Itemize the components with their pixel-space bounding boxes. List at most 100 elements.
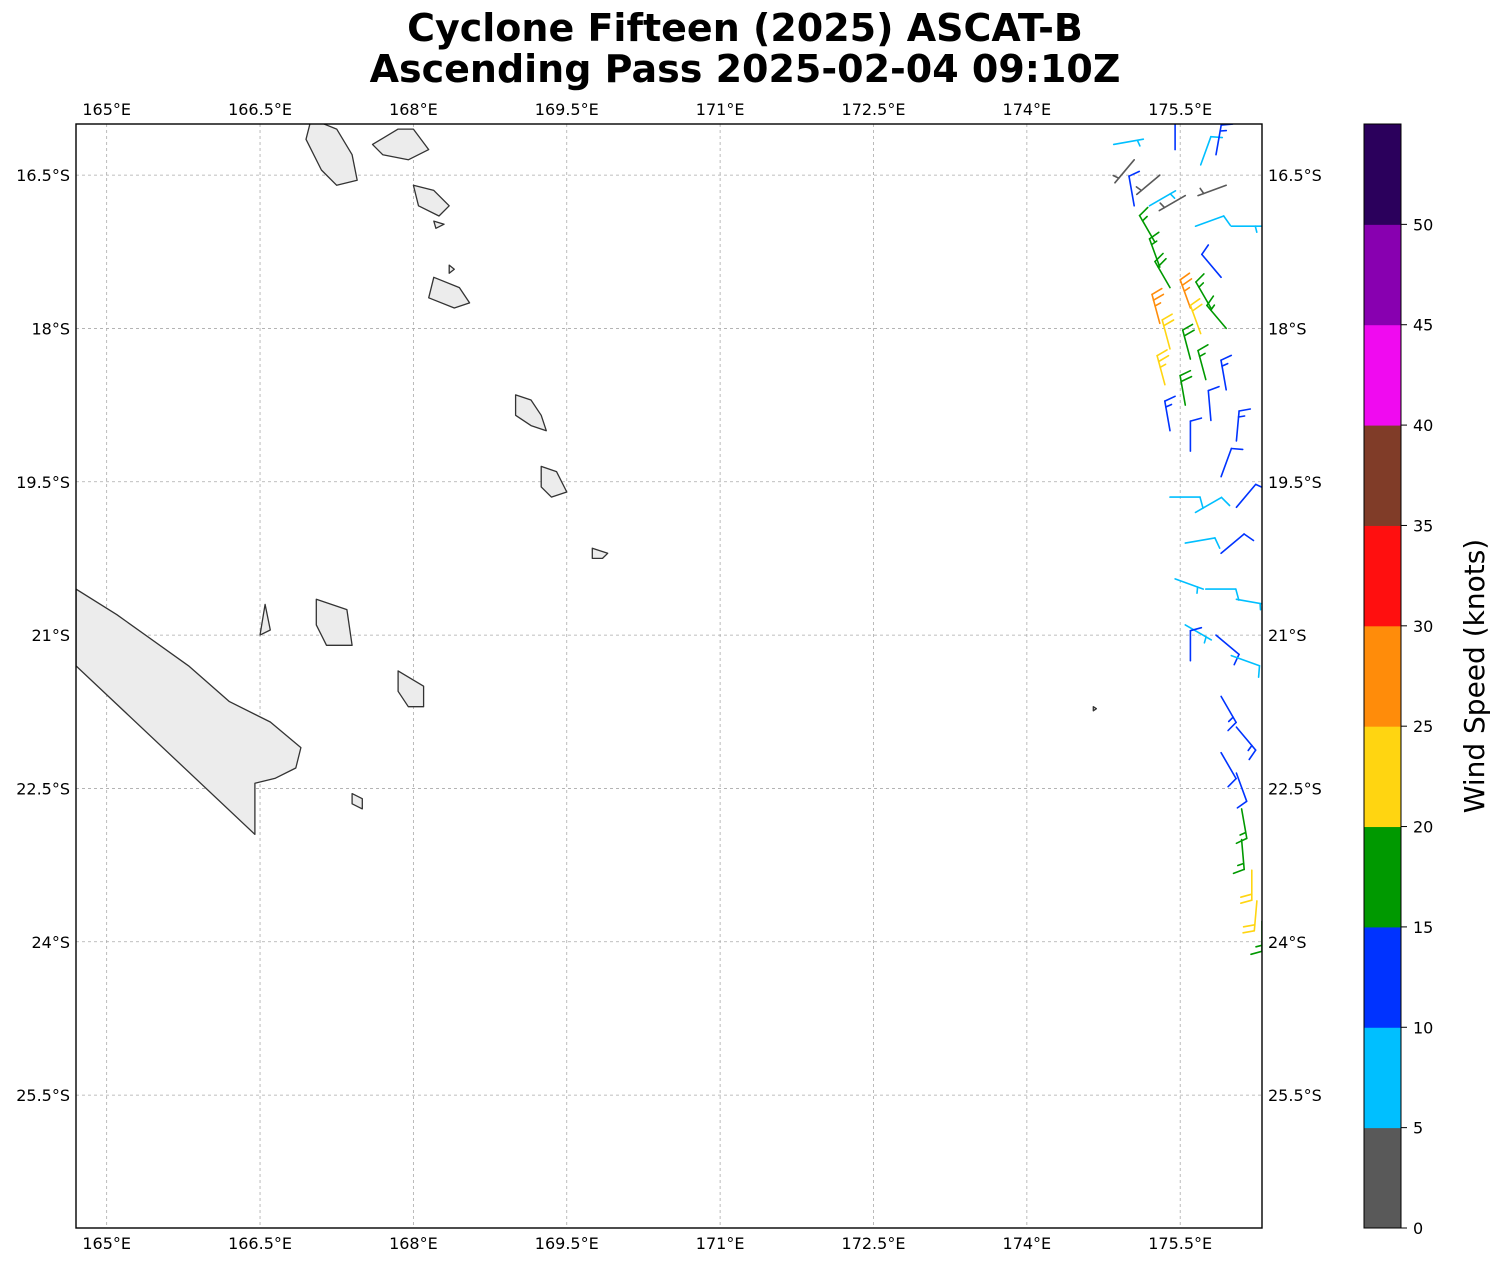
wind-barb [1151,287,1165,325]
coastlines [76,124,1098,836]
colorbar-tick-label: 0 [1413,1219,1423,1238]
lon-tick-label: 169.5°E [535,100,599,119]
lon-tick-label: 168°E [389,100,438,119]
colorbar-bin [1364,224,1401,326]
wind-barb [1220,751,1237,788]
wind-barb [1128,170,1141,207]
colorbar-bin [1364,124,1401,225]
island-coastline [397,670,425,708]
wind-barb [1206,295,1227,330]
map-background [76,124,1262,1228]
colorbar-tick-label: 15 [1413,918,1433,937]
island-coastline [433,220,445,229]
wind-barb [1240,869,1253,905]
lon-ticks-bottom: 165°E 166.5°E 168°E 169.5°E 171°E 172.5°E 174°… [82,1234,1212,1253]
wind-barb [1189,417,1203,452]
colorbar-frame [1363,123,1402,1229]
colorbar-label: Wind Speed (knots) [1458,539,1491,813]
colorbar-bin [1364,425,1401,526]
map-title-line2: Ascending Pass 2025-02-04 09:10Z [369,47,1121,91]
island-coastline [259,603,271,636]
colorbar-tick-label: 40 [1413,416,1433,435]
lat-tick-label: 22.5°S [1268,779,1322,798]
island-coastline [305,124,358,186]
island-coastline [591,547,609,560]
wind-barb [1232,838,1245,875]
wind-barb [1220,447,1244,478]
wind-barb [1179,369,1193,406]
lon-tick-label: 175.5°E [1148,1234,1212,1253]
wind-barb [1184,624,1213,644]
lon-tick-label: 172.5°E [842,100,906,119]
wind-barb [1220,533,1255,555]
wind-barb [1199,135,1224,166]
colorbar-tick-label: 5 [1413,1119,1423,1138]
island-coastline [428,276,471,309]
lat-tick-label: 19.5°S [16,473,70,492]
lat-tick-label: 21°S [1268,626,1307,645]
wind-barb [1179,272,1193,309]
map-frame [75,123,1263,1229]
wind-barb [1205,588,1240,601]
wind-barb [1184,537,1221,550]
lat-tick-label: 22.5°S [16,779,70,798]
lon-tick-label: 168°E [389,1234,438,1253]
colorbar: 0 5 10 15 20 25 30 35 40 45 50 [1363,123,1433,1238]
wind-barb [1181,323,1195,360]
map-title-line1: Cyclone Fifteen (2025) ASCAT-B [407,6,1083,50]
colorbar-tick-label: 35 [1413,516,1433,535]
island-coastline [1092,706,1098,712]
lon-tick-label: 166.5°E [228,1234,292,1253]
wind-barb [1235,726,1257,761]
wind-barb [1230,225,1262,233]
colorbar-tick-label: 30 [1413,617,1433,636]
lon-tick-label: 174°E [1003,100,1052,119]
lon-ticks-top: 165°E 166.5°E 168°E 169.5°E 171°E 172.5°E 174°… [82,100,1212,119]
island-coastline [514,394,547,432]
lon-tick-label: 171°E [696,1234,745,1253]
colorbar-tick-label: 20 [1413,818,1433,837]
colorbar-bin [1364,1027,1401,1129]
wind-barb [1194,496,1231,514]
wind-barb [1174,578,1205,595]
lon-tick-label: 172.5°E [842,1234,906,1253]
colorbar-bin [1364,525,1401,627]
wind-barb [1189,297,1203,335]
island-coastline [540,465,568,498]
wind-barb [1235,598,1262,611]
lat-tick-label: 24°S [31,933,70,952]
lon-tick-label: 171°E [696,100,745,119]
colorbar-tick-label: 50 [1413,215,1433,234]
wind-barb [1197,184,1227,197]
wind-barb [1220,354,1233,391]
wind-barb [1242,900,1258,934]
lon-tick-label: 165°E [82,100,131,119]
island-coastline [371,128,430,161]
lon-tick-label: 175.5°E [1148,100,1212,119]
lat-tick-label: 16.5°S [1268,166,1322,185]
wind-barb [1201,244,1222,279]
lat-ticks-left: 16.5°S 18°S 19.5°S 21°S 22.5°S 24°S 25.5°S [16,166,70,1105]
colorbar-bin [1364,1127,1401,1229]
wind-barb [1148,231,1161,268]
wind-barb [1164,395,1176,432]
lat-tick-label: 16.5°S [16,166,70,185]
island-coastline [412,184,450,217]
colorbar-bin [1364,625,1401,727]
wind-barb [1154,252,1171,289]
colorbar-bin [1364,826,1401,928]
colorbar-tick-label: 45 [1413,316,1433,335]
colorbar-bin [1364,324,1401,426]
wind-barbs [1112,124,1262,956]
wind-barb [1215,634,1240,666]
wind-barb [1220,695,1237,732]
wind-barb [1148,190,1177,207]
lon-tick-label: 165°E [82,1234,131,1253]
wind-barb [1112,138,1145,147]
wind-barb [1189,626,1203,662]
wind-barb [1194,215,1232,227]
lat-tick-label: 24°S [1268,933,1307,952]
lat-tick-label: 25.5°S [16,1086,70,1105]
lon-tick-label: 169.5°E [535,1234,599,1253]
lat-tick-label: 18°S [31,319,70,338]
